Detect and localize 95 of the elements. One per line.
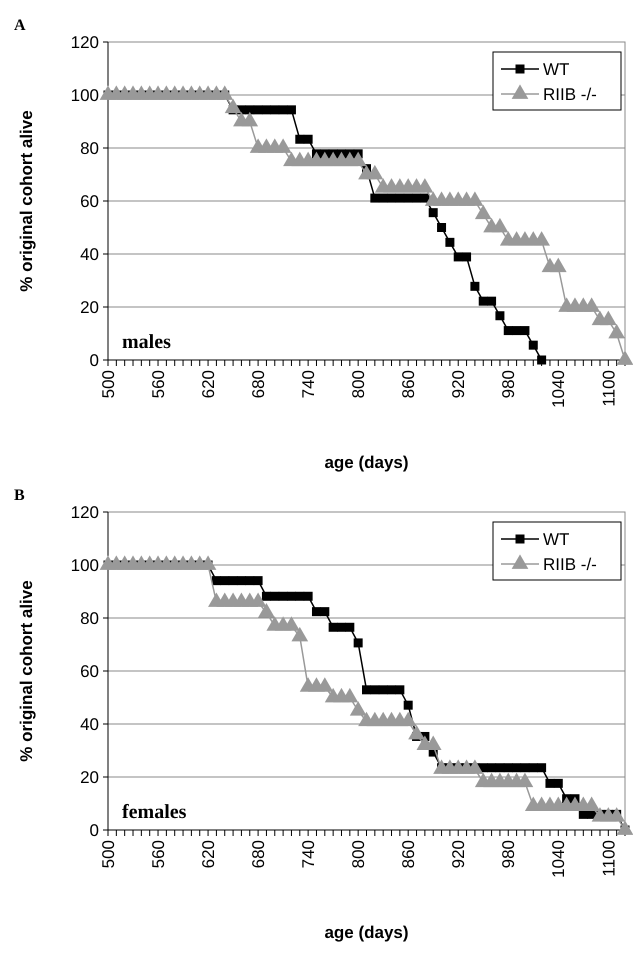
y-tick-label: 80 — [80, 608, 99, 628]
chart-title: B — [14, 487, 25, 504]
point — [462, 252, 472, 262]
y-tick-label: 120 — [70, 32, 99, 52]
point — [428, 208, 438, 218]
point — [328, 622, 338, 632]
x-tick-label: 740 — [299, 370, 318, 398]
point — [520, 763, 530, 772]
point — [320, 607, 330, 616]
point — [378, 685, 388, 694]
x-tick-label: 1040 — [549, 840, 568, 878]
point — [478, 296, 488, 306]
y-tick-label: 100 — [70, 556, 99, 575]
point — [487, 296, 496, 306]
x-tick-label: 800 — [349, 370, 368, 398]
y-tick-label: 60 — [80, 192, 99, 211]
point — [554, 778, 563, 788]
x-tick-label: 620 — [199, 370, 218, 398]
point — [286, 592, 296, 601]
x-tick-label: 680 — [249, 840, 268, 868]
x-tick-label: 680 — [249, 370, 268, 398]
legend-label: RIIB -/- — [543, 554, 597, 574]
x-axis-title: age (days) — [324, 453, 409, 472]
x-tick-label: 1100 — [599, 370, 618, 407]
point — [445, 238, 454, 247]
point — [278, 592, 288, 601]
point — [362, 685, 371, 694]
x-tick-label: 860 — [399, 370, 418, 398]
point — [404, 194, 413, 203]
point — [545, 778, 554, 788]
point — [520, 326, 530, 336]
point — [304, 134, 313, 144]
point — [395, 685, 404, 694]
x-tick-label: 620 — [199, 840, 218, 868]
legend-label: WT — [543, 60, 570, 79]
point — [220, 576, 230, 586]
point — [262, 592, 271, 601]
point — [278, 105, 288, 114]
y-tick-label: 20 — [80, 768, 99, 787]
legend-label: RIIB -/- — [543, 84, 597, 104]
annotation: males — [122, 331, 172, 353]
point — [312, 607, 321, 616]
y-tick-label: 60 — [80, 662, 99, 681]
point — [495, 763, 504, 772]
point — [387, 685, 396, 694]
point — [336, 622, 346, 632]
point — [378, 194, 388, 203]
point — [286, 105, 296, 114]
point — [236, 576, 246, 586]
x-tick-label: 920 — [449, 370, 468, 398]
y-axis-title: % original cohort alive — [17, 580, 36, 762]
point — [387, 194, 396, 203]
y-tick-label: 100 — [70, 86, 99, 105]
point — [404, 700, 413, 710]
point — [437, 223, 446, 232]
chart-title: A — [14, 17, 26, 34]
x-tick-label: 740 — [299, 840, 318, 868]
x-tick-label: 1100 — [599, 840, 618, 877]
legend-label: WT — [543, 530, 570, 549]
x-tick-label: 980 — [499, 370, 518, 398]
y-tick-label: 0 — [90, 820, 99, 840]
point — [470, 282, 480, 291]
x-tick-label: 560 — [148, 840, 168, 868]
point — [228, 576, 238, 586]
y-tick-label: 40 — [80, 714, 99, 734]
y-tick-label: 0 — [90, 350, 99, 370]
point — [512, 763, 522, 772]
x-tick-label: 500 — [98, 370, 118, 398]
point — [528, 340, 538, 350]
y-tick-label: 20 — [80, 298, 99, 317]
point — [345, 622, 354, 632]
point — [412, 194, 422, 203]
point — [354, 638, 363, 648]
y-axis-title: % original cohort alive — [17, 110, 36, 292]
x-tick-label: 800 — [349, 840, 368, 868]
x-tick-label: 920 — [449, 840, 468, 868]
point — [487, 763, 496, 772]
y-tick-label: 80 — [80, 138, 99, 158]
point — [495, 311, 504, 320]
x-tick-label: 860 — [399, 840, 418, 868]
point — [304, 592, 313, 601]
point — [254, 576, 263, 586]
x-axis-title: age (days) — [324, 923, 409, 942]
x-tick-label: 500 — [98, 840, 118, 868]
point — [262, 105, 271, 114]
x-tick-label: 980 — [499, 840, 518, 868]
point — [454, 252, 463, 262]
x-tick-label: 560 — [148, 370, 168, 398]
y-tick-label: 40 — [80, 244, 99, 264]
y-tick-label: 120 — [70, 502, 99, 522]
point — [512, 326, 522, 336]
annotation: females — [122, 801, 187, 823]
point — [254, 105, 263, 114]
point — [537, 763, 546, 772]
x-tick-label: 1040 — [549, 370, 568, 408]
